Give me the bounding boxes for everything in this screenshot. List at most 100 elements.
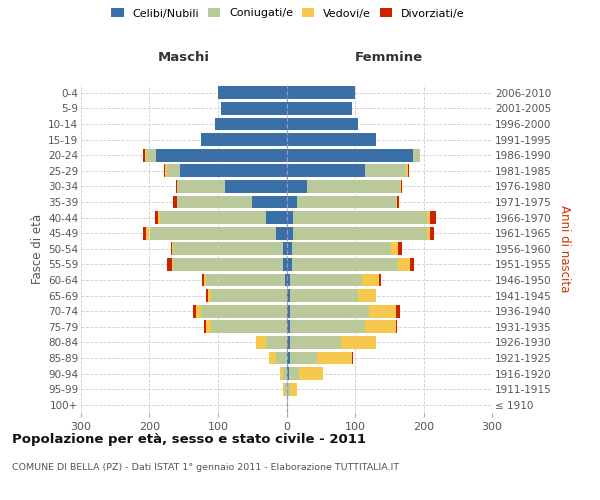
Bar <box>201 304 287 318</box>
Bar <box>287 304 290 318</box>
Bar <box>167 164 181 177</box>
Bar <box>413 149 420 162</box>
Bar <box>287 227 293 239</box>
Bar <box>427 211 430 224</box>
Bar <box>287 336 290 348</box>
Bar <box>146 149 157 162</box>
Bar <box>400 180 401 193</box>
Bar <box>290 274 362 286</box>
Bar <box>290 304 369 318</box>
Bar <box>145 149 146 162</box>
Bar <box>290 289 358 302</box>
Bar <box>391 242 398 255</box>
Bar <box>287 289 290 302</box>
Bar <box>285 382 287 396</box>
Bar <box>317 352 352 364</box>
Bar <box>172 242 173 255</box>
Bar <box>283 258 287 270</box>
Y-axis label: Anni di nascita: Anni di nascita <box>558 205 571 292</box>
Legend: Celibi/Nubili, Coniugati/e, Vedovi/e, Divorziati/e: Celibi/Nubili, Coniugati/e, Vedovi/e, Di… <box>112 8 464 18</box>
Bar <box>287 133 376 146</box>
Bar <box>287 118 358 130</box>
Bar <box>203 320 206 333</box>
Bar <box>287 149 413 162</box>
Bar <box>299 367 323 380</box>
Bar <box>206 289 208 302</box>
Bar <box>287 180 307 193</box>
Bar <box>146 227 149 239</box>
Bar <box>143 227 146 239</box>
Bar <box>430 211 436 224</box>
Bar <box>206 320 211 333</box>
Bar <box>398 242 401 255</box>
Bar <box>225 180 287 193</box>
Bar <box>177 180 225 193</box>
Bar <box>283 367 287 380</box>
Bar <box>287 242 292 255</box>
Bar <box>396 320 397 333</box>
Bar <box>397 196 399 208</box>
Bar <box>410 258 414 270</box>
Bar <box>287 398 288 411</box>
Bar <box>292 258 398 270</box>
Bar <box>289 367 299 380</box>
Bar <box>285 274 287 286</box>
Bar <box>155 211 158 224</box>
Text: COMUNE DI BELLA (PZ) - Dati ISTAT 1° gennaio 2011 - Elaborazione TUTTITALIA.IT: COMUNE DI BELLA (PZ) - Dati ISTAT 1° gen… <box>12 462 399 471</box>
Bar <box>287 196 297 208</box>
Bar <box>396 304 400 318</box>
Bar <box>287 86 355 99</box>
Bar <box>287 164 365 177</box>
Bar <box>276 352 287 364</box>
Bar <box>352 352 353 364</box>
Bar <box>177 196 252 208</box>
Bar <box>167 258 172 270</box>
Bar <box>290 320 365 333</box>
Bar <box>401 180 402 193</box>
Bar <box>266 211 287 224</box>
Bar <box>202 274 204 286</box>
Bar <box>218 86 287 99</box>
Bar <box>408 164 409 177</box>
Bar <box>143 149 145 162</box>
Bar <box>362 274 379 286</box>
Bar <box>196 304 201 318</box>
Bar <box>157 149 287 162</box>
Bar <box>398 258 410 270</box>
Bar <box>158 211 160 224</box>
Bar <box>365 320 396 333</box>
Text: Popolazione per età, sesso e stato civile - 2011: Popolazione per età, sesso e stato civil… <box>12 432 366 446</box>
Bar <box>215 118 287 130</box>
Bar <box>211 320 287 333</box>
Bar <box>173 196 177 208</box>
Bar <box>287 211 293 224</box>
Bar <box>430 227 434 239</box>
Bar <box>369 304 396 318</box>
Bar <box>283 382 285 396</box>
Bar <box>173 258 283 270</box>
Bar <box>269 352 276 364</box>
Bar <box>280 367 283 380</box>
Bar <box>293 227 427 239</box>
Bar <box>287 352 290 364</box>
Bar <box>211 289 287 302</box>
Bar <box>358 289 376 302</box>
Bar <box>297 196 396 208</box>
Bar <box>287 367 289 380</box>
Bar <box>193 304 196 318</box>
Bar <box>365 164 406 177</box>
Bar <box>276 227 287 239</box>
Bar <box>173 242 283 255</box>
Bar <box>201 133 287 146</box>
Bar <box>256 336 266 348</box>
Bar <box>287 102 352 115</box>
Bar <box>287 320 290 333</box>
Bar <box>176 180 177 193</box>
Bar <box>149 227 276 239</box>
Bar <box>266 336 287 348</box>
Bar <box>204 274 206 286</box>
Bar <box>293 211 427 224</box>
Bar <box>252 196 287 208</box>
Bar <box>283 242 287 255</box>
Bar <box>287 274 290 286</box>
